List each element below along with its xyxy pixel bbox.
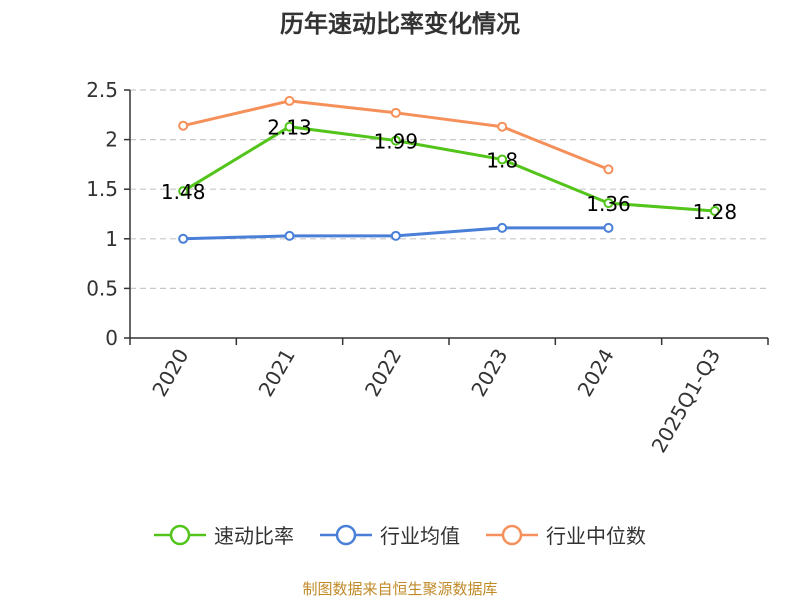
data-point bbox=[390, 135, 401, 146]
data-point bbox=[178, 120, 189, 131]
data-labels: 1.48 2.13 1.99 1.8 1.36 1.28 bbox=[161, 116, 737, 224]
source-note: 制图数据来自恒生聚源数据库 bbox=[302, 580, 498, 598]
y-tick-label: 1 bbox=[105, 227, 118, 251]
data-label: 1.48 bbox=[161, 180, 206, 204]
x-tick-label: 2020 bbox=[147, 345, 193, 401]
legend-marker-icon bbox=[154, 524, 206, 545]
y-tick-label: 0 bbox=[105, 326, 118, 350]
legend-item[interactable]: 行业中位数 bbox=[486, 520, 646, 549]
data-label: 1.36 bbox=[586, 192, 631, 216]
x-tick-label: 2021 bbox=[254, 345, 300, 401]
data-point bbox=[284, 121, 295, 132]
grid-lines bbox=[130, 89, 768, 289]
legend-item[interactable]: 速动比率 bbox=[154, 520, 294, 549]
data-point bbox=[284, 95, 295, 106]
x-tick-label: 2024 bbox=[573, 345, 619, 401]
data-label: 1.8 bbox=[486, 148, 518, 172]
data-point bbox=[284, 230, 295, 241]
data-point bbox=[178, 233, 189, 244]
y-tick-label: 2 bbox=[105, 128, 118, 152]
x-tick-label: 2023 bbox=[466, 344, 512, 400]
x-tick-label: 2022 bbox=[360, 345, 406, 401]
data-point bbox=[603, 198, 614, 209]
data-point bbox=[497, 154, 508, 165]
data-point bbox=[603, 164, 614, 175]
axes: 0 0.5 1 1.5 2 2.5 2020 2021 2022 2023 2024 2025Q1-Q… bbox=[86, 78, 769, 457]
data-point bbox=[709, 206, 720, 217]
series-layer bbox=[178, 95, 720, 244]
y-tick-label: 1.5 bbox=[86, 177, 118, 201]
data-point bbox=[603, 222, 614, 233]
y-tick-label: 2.5 bbox=[86, 78, 118, 102]
data-label: 2.13 bbox=[267, 116, 312, 140]
data-label: 1.99 bbox=[374, 130, 419, 154]
series-line-0 bbox=[182, 125, 715, 213]
legend-marker-icon bbox=[486, 524, 538, 545]
data-point bbox=[390, 107, 401, 118]
y-tick-label: 0.5 bbox=[86, 276, 118, 300]
data-point bbox=[390, 230, 401, 241]
legend-item[interactable]: 行业均值 bbox=[320, 520, 460, 549]
legend-label: 行业中位数 bbox=[546, 524, 646, 548]
x-tick-label: 2025Q1-Q3 bbox=[646, 345, 725, 457]
data-label: 1.28 bbox=[693, 200, 738, 224]
legend: 速动比率 行业均值 行业中位数 bbox=[0, 520, 800, 549]
data-point bbox=[497, 121, 508, 132]
legend-label: 速动比率 bbox=[214, 524, 294, 548]
chart-title: 历年速动比率变化情况 bbox=[280, 10, 520, 38]
data-point bbox=[178, 186, 189, 197]
data-point bbox=[497, 222, 508, 233]
legend-label: 行业均值 bbox=[380, 524, 460, 548]
legend-marker-icon bbox=[320, 524, 372, 545]
